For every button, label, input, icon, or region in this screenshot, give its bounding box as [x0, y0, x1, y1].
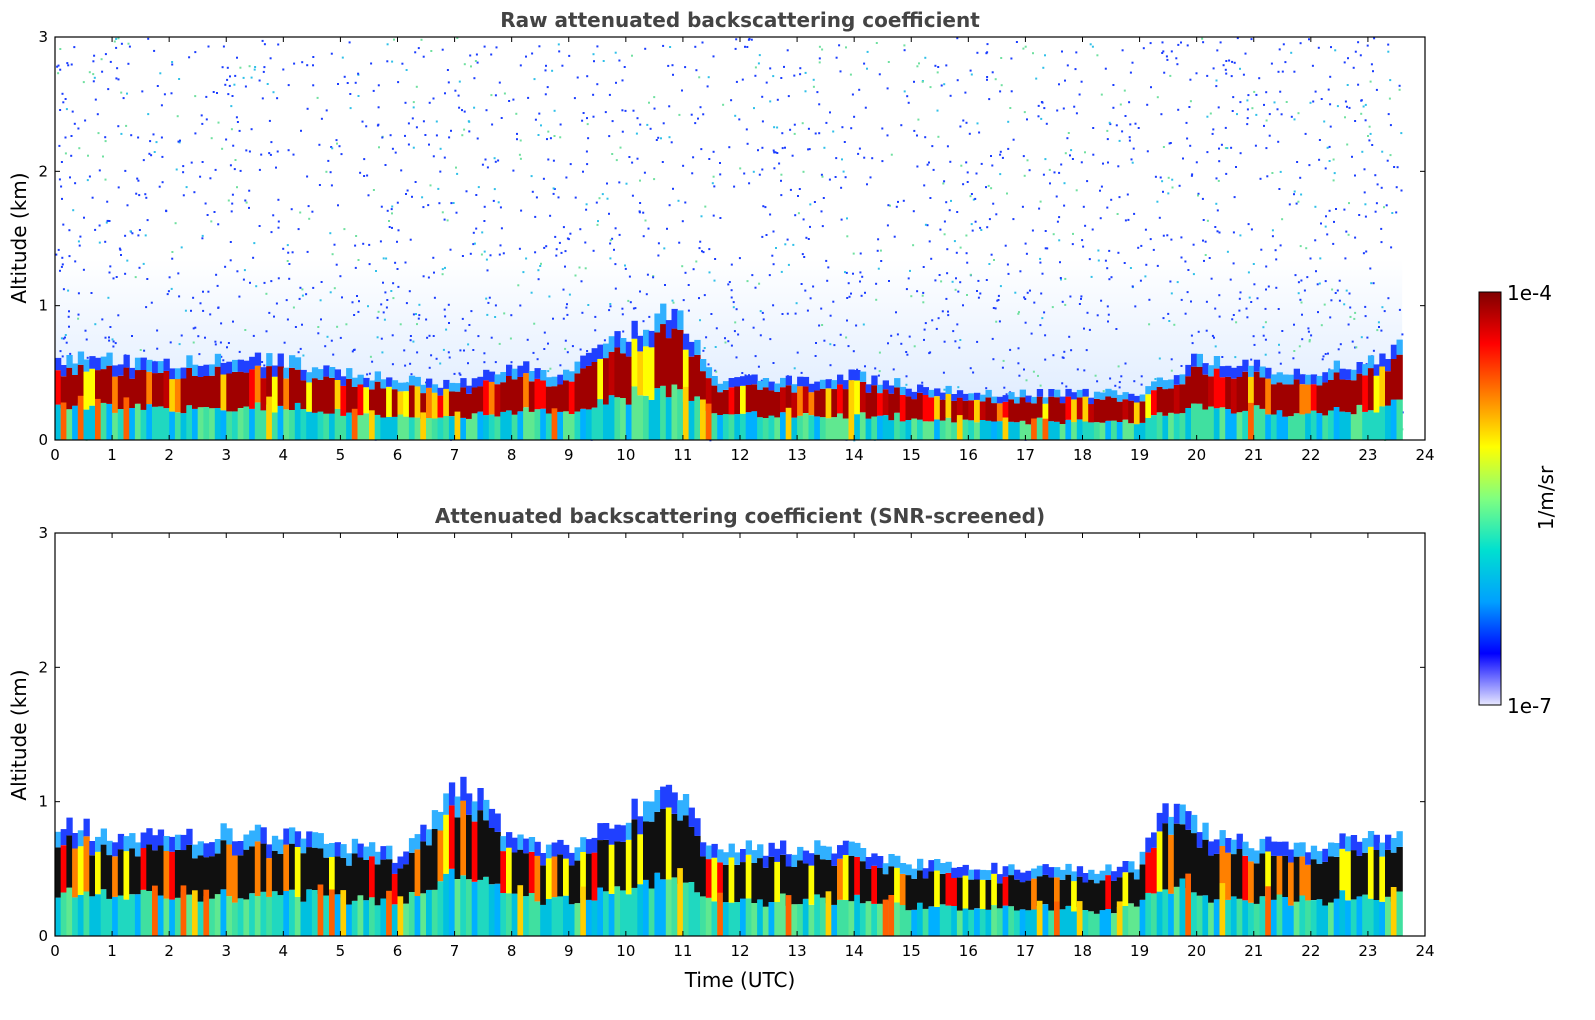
x-tick-label: 13 [788, 942, 807, 960]
colorbar-gradient [1478, 291, 1502, 706]
panel-raw-x-ticks: 0 1 2 3 4 5 6 7 8 9 10 11 12 13 14 15 16 17 18 19 20 21 22 23 24 [50, 37, 1435, 464]
panel-screened-plot-area [55, 776, 1403, 936]
colorbar-max-label: 1e-4 [1507, 281, 1552, 305]
panel-raw: Raw attenuated backscattering coefficien… [7, 8, 1435, 464]
panel-screened-title: Attenuated backscattering coefficient (S… [435, 504, 1045, 528]
y-tick-label: 3 [38, 28, 48, 46]
x-tick-label: 12 [730, 942, 749, 960]
x-tick-label: 11 [673, 446, 692, 464]
x-tick-label: 21 [1244, 942, 1263, 960]
x-tick-label: 14 [845, 942, 864, 960]
x-tick-label: 15 [902, 942, 921, 960]
x-tick-label: 22 [1301, 942, 1320, 960]
y-tick-label: 1 [38, 297, 48, 315]
panel-raw-plot-area [55, 37, 1404, 442]
x-tick-label: 6 [393, 942, 403, 960]
y-tick-label: 1 [38, 793, 48, 811]
x-tick-label: 18 [1073, 942, 1092, 960]
y-tick-label: 0 [38, 927, 48, 945]
y-tick-label: 2 [38, 162, 48, 180]
panel-screened-y-ticks: 0 1 2 3 [38, 524, 1425, 945]
x-axis-label: Time (UTC) [684, 968, 796, 992]
boundary-layer [55, 303, 1403, 440]
x-tick-label: 4 [279, 446, 289, 464]
x-tick-label: 19 [1130, 942, 1149, 960]
x-tick-label: 11 [673, 942, 692, 960]
x-tick-label: 17 [1016, 942, 1035, 960]
panel-raw-y-ticks: 0 1 2 3 [38, 28, 1425, 449]
x-tick-label: 9 [564, 446, 574, 464]
panel-screened-y-label: Altitude (km) [7, 669, 31, 800]
y-tick-label: 0 [38, 431, 48, 449]
x-tick-label: 19 [1130, 446, 1149, 464]
x-tick-label: 12 [730, 446, 749, 464]
x-tick-label: 24 [1415, 942, 1434, 960]
boundary-layer [55, 776, 1403, 936]
colorbar: 1e-4 1e-7 1/m/sr [1478, 281, 1558, 718]
x-tick-label: 2 [164, 942, 174, 960]
x-tick-label: 18 [1073, 446, 1092, 464]
x-tick-label: 7 [450, 942, 460, 960]
panel-raw-y-label: Altitude (km) [7, 172, 31, 303]
x-tick-label: 23 [1358, 446, 1377, 464]
x-tick-label: 13 [788, 446, 807, 464]
x-tick-label: 7 [450, 446, 460, 464]
x-tick-label: 16 [959, 446, 978, 464]
x-tick-label: 17 [1016, 446, 1035, 464]
y-tick-label: 3 [38, 524, 48, 542]
x-tick-label: 10 [616, 446, 635, 464]
x-tick-label: 1 [107, 446, 117, 464]
panel-screened-x-ticks: 0 1 2 3 4 5 6 7 8 9 10 11 12 13 14 15 16 17 18 19 20 21 22 23 24 [50, 533, 1435, 960]
x-tick-label: 10 [616, 942, 635, 960]
x-tick-label: 20 [1187, 942, 1206, 960]
x-tick-label: 6 [393, 446, 403, 464]
x-tick-label: 20 [1187, 446, 1206, 464]
x-tick-label: 9 [564, 942, 574, 960]
x-tick-label: 3 [221, 942, 231, 960]
x-tick-label: 5 [336, 942, 346, 960]
x-tick-label: 1 [107, 942, 117, 960]
x-tick-label: 14 [845, 446, 864, 464]
x-tick-label: 22 [1301, 446, 1320, 464]
x-tick-label: 0 [50, 942, 60, 960]
x-tick-label: 16 [959, 942, 978, 960]
panel-screened: Attenuated backscattering coefficient (S… [7, 504, 1435, 992]
x-tick-label: 4 [279, 942, 289, 960]
x-tick-label: 21 [1244, 446, 1263, 464]
x-tick-label: 15 [902, 446, 921, 464]
x-tick-label: 8 [507, 942, 517, 960]
x-tick-label: 0 [50, 446, 60, 464]
x-tick-label: 23 [1358, 942, 1377, 960]
x-tick-label: 2 [164, 446, 174, 464]
x-tick-label: 8 [507, 446, 517, 464]
x-tick-label: 3 [221, 446, 231, 464]
y-tick-label: 2 [38, 658, 48, 676]
colorbar-min-label: 1e-7 [1507, 694, 1552, 718]
x-tick-label: 5 [336, 446, 346, 464]
panel-raw-title: Raw attenuated backscattering coefficien… [500, 8, 980, 32]
colorbar-unit-label: 1/m/sr [1534, 465, 1558, 530]
x-tick-label: 24 [1415, 446, 1434, 464]
